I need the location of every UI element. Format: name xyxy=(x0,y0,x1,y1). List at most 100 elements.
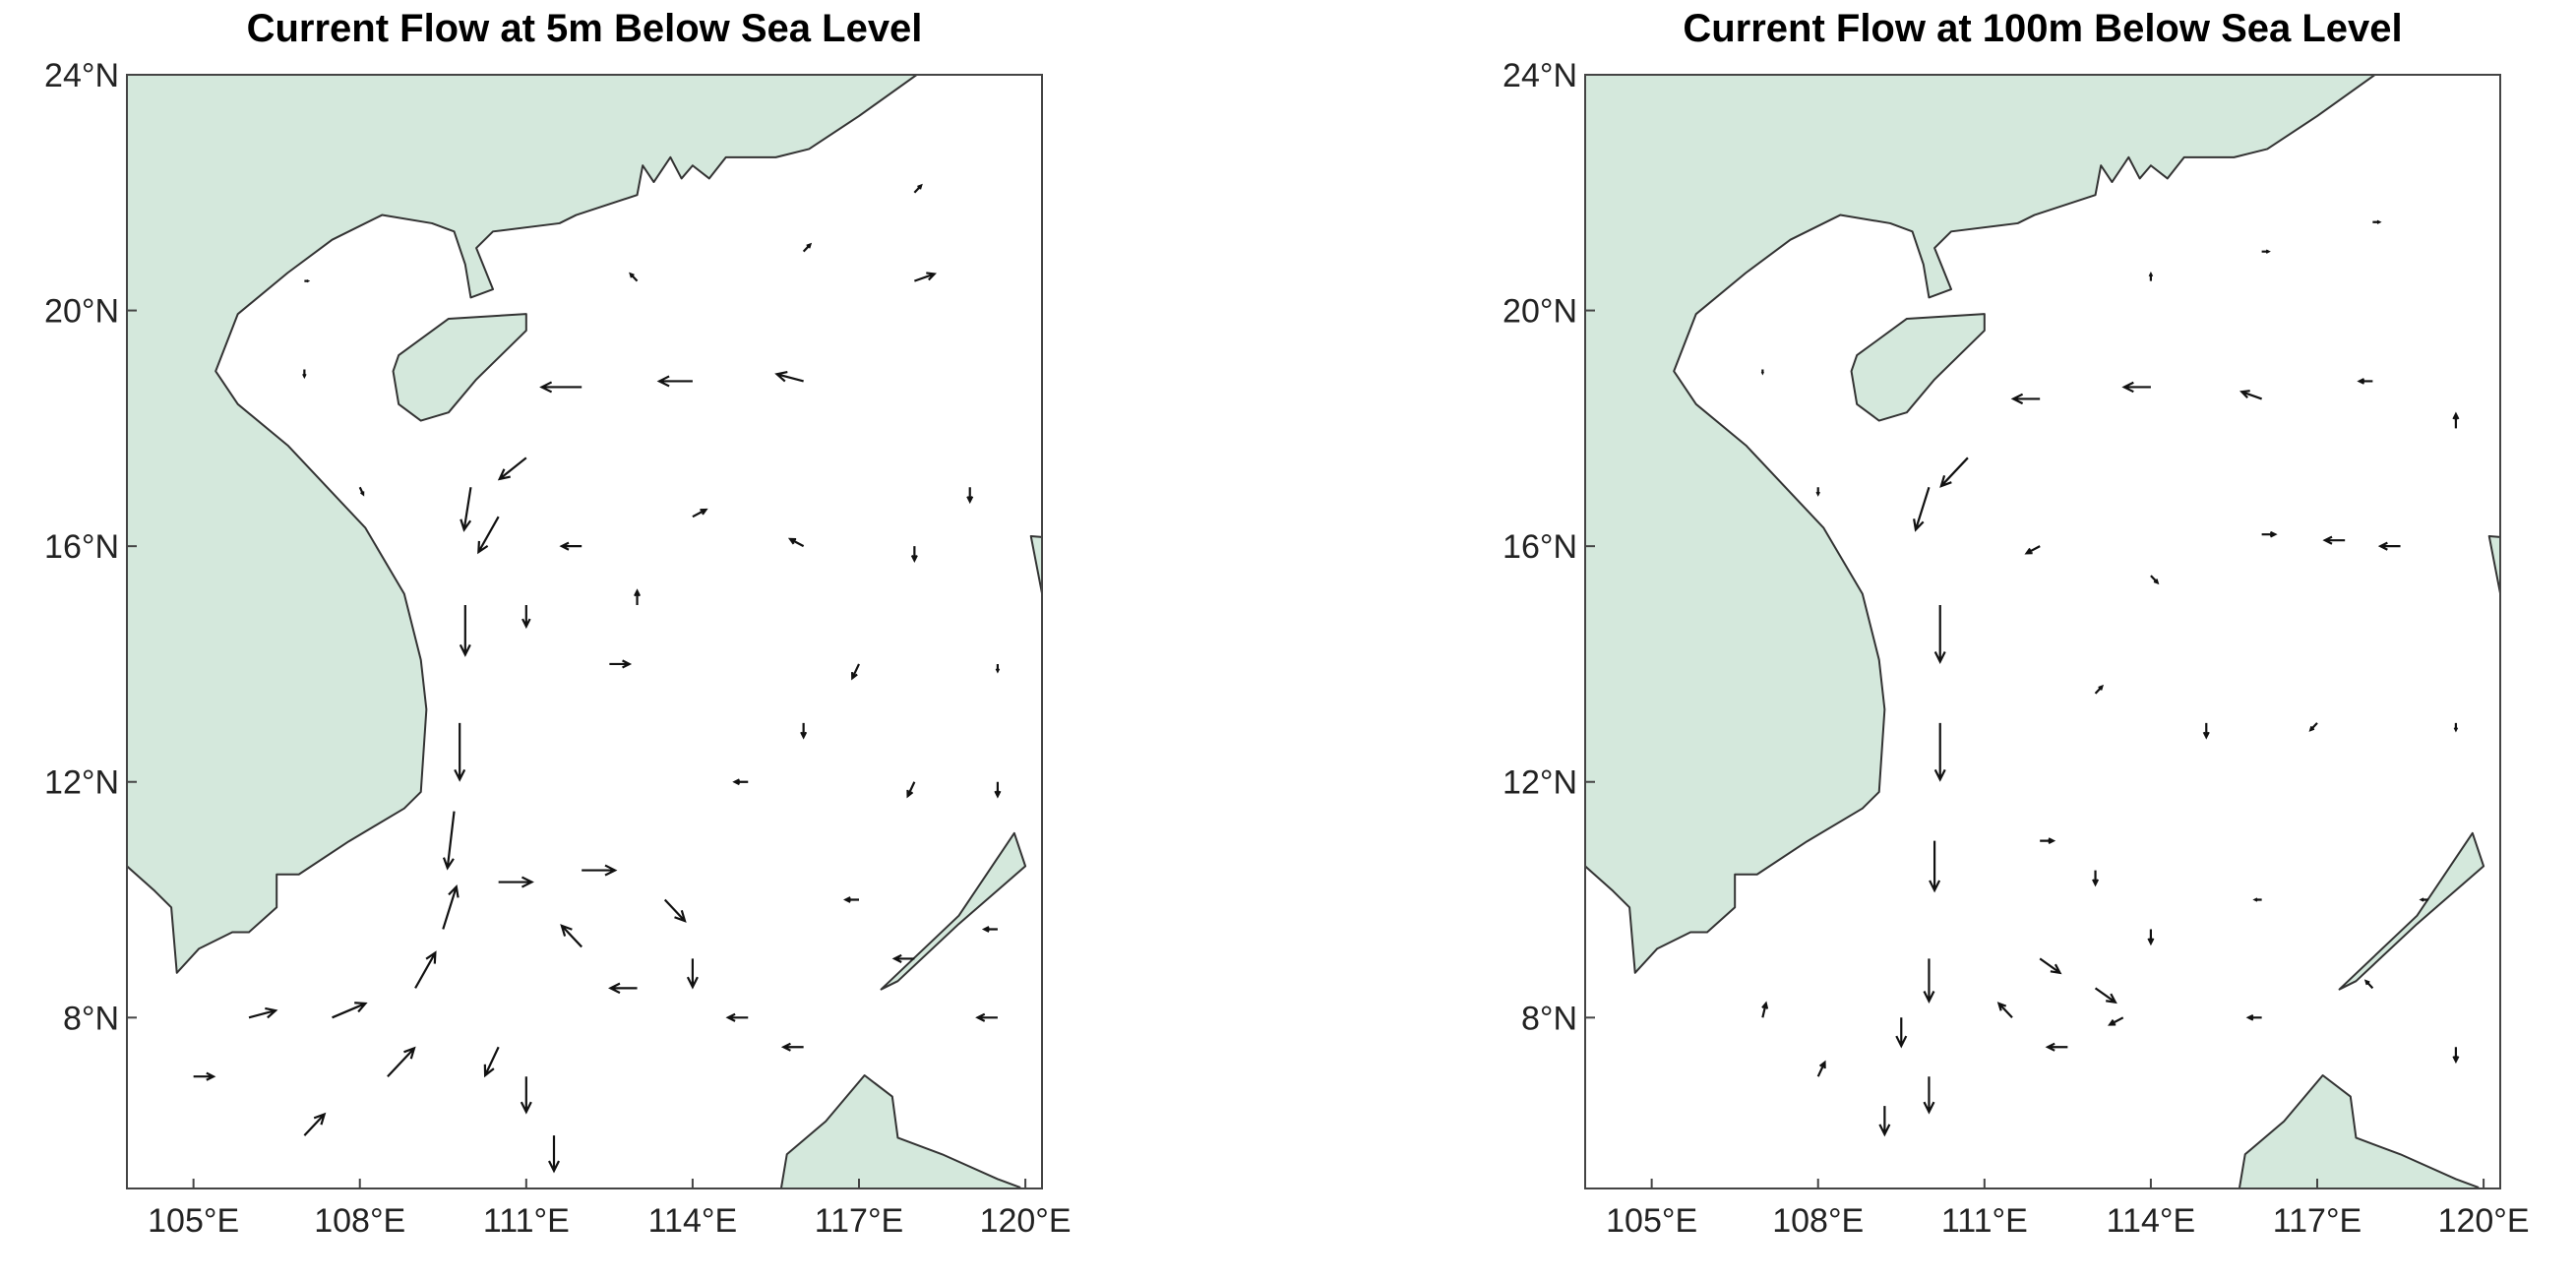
land xyxy=(83,16,1081,1253)
current-arrow xyxy=(1816,1060,1826,1077)
current-arrow xyxy=(2245,1013,2262,1021)
current-arrow xyxy=(497,457,527,481)
current-arrow xyxy=(780,1042,804,1052)
y-tick-label: 20°N xyxy=(1503,293,1577,331)
current-arrow xyxy=(2308,722,2318,732)
current-arrow xyxy=(520,1076,532,1115)
x-tick-label: 117°E xyxy=(815,1202,903,1240)
current-arrow xyxy=(1815,487,1820,497)
current-arrow xyxy=(800,722,808,740)
current-arrow xyxy=(787,537,805,548)
x-tick-label: 117°E xyxy=(2273,1202,2361,1240)
panel-title: Current Flow at 5m Below Sea Level xyxy=(247,7,923,50)
current-arrow xyxy=(1996,1002,2013,1019)
current-arrow xyxy=(981,926,998,933)
current-arrow xyxy=(1933,722,1946,782)
current-arrow xyxy=(843,896,859,903)
land xyxy=(1541,16,2540,1253)
coastline xyxy=(83,16,1081,1253)
current-arrow xyxy=(629,272,639,282)
current-arrow xyxy=(1895,1017,1908,1049)
map-area xyxy=(1541,16,2540,1253)
axes-frame xyxy=(126,74,1043,1189)
current-arrow xyxy=(193,1071,216,1081)
current-arrow xyxy=(387,1046,416,1077)
current-arrow xyxy=(454,722,466,782)
x-tick-label: 108°E xyxy=(1772,1202,1864,1240)
y-tick-label: 24°N xyxy=(1503,57,1577,94)
current-arrow xyxy=(2202,722,2210,740)
current-arrow xyxy=(774,370,804,383)
current-arrow xyxy=(2419,897,2428,902)
current-arrow xyxy=(1761,1001,1769,1018)
x-tick-label: 120°E xyxy=(980,1202,1072,1240)
current-arrow xyxy=(539,381,583,394)
current-arrow xyxy=(2094,684,2104,695)
current-arrow xyxy=(2452,1047,2460,1065)
y-tick-label: 16°N xyxy=(44,528,119,566)
current-arrow xyxy=(1878,1106,1891,1137)
current-arrow xyxy=(2377,541,2401,551)
current-arrow xyxy=(2045,1042,2068,1052)
current-arrow xyxy=(302,369,307,380)
x-tick-label: 108°E xyxy=(314,1202,405,1240)
current-arrow xyxy=(1760,369,1764,376)
y-tick-label: 8°N xyxy=(1521,1000,1577,1037)
current-arrow xyxy=(498,876,534,888)
current-arrow xyxy=(2010,393,2041,405)
current-arrow xyxy=(686,958,699,990)
current-arrow xyxy=(910,546,918,563)
y-tick-label: 20°N xyxy=(44,293,119,331)
current-arrow xyxy=(2322,535,2346,545)
current-arrow xyxy=(2363,979,2374,990)
map-area xyxy=(83,16,1081,1253)
y-tick-label: 8°N xyxy=(63,1000,119,1037)
current-arrow xyxy=(303,1112,327,1136)
current-arrow xyxy=(966,487,974,505)
current-arrow xyxy=(608,982,638,995)
current-arrow xyxy=(2357,378,2373,385)
current-arrow xyxy=(582,864,618,877)
y-tick-label: 12°N xyxy=(1503,764,1577,802)
current-arrow xyxy=(2108,1016,2124,1026)
current-arrow xyxy=(1913,486,1931,532)
x-tick-label: 105°E xyxy=(1606,1202,1697,1240)
current-arrow xyxy=(460,487,472,532)
current-arrow xyxy=(994,781,1002,799)
current-arrow xyxy=(2261,530,2278,538)
current-arrow xyxy=(442,811,456,871)
current-arrow xyxy=(1933,605,1946,665)
current-arrow xyxy=(913,272,937,282)
current-arrow xyxy=(2121,381,2151,394)
current-arrow xyxy=(913,183,923,194)
current-arrow xyxy=(459,605,471,657)
current-arrow xyxy=(725,1012,749,1022)
current-arrow xyxy=(2453,722,2459,733)
current-arrow xyxy=(2148,271,2154,281)
current-arrow xyxy=(442,883,460,930)
current-arrow xyxy=(1923,1076,1935,1115)
current-arrow xyxy=(1939,457,1969,488)
current-arrow xyxy=(906,781,916,799)
x-tick-label: 105°E xyxy=(148,1202,239,1240)
current-arrow xyxy=(2452,411,2460,429)
current-arrow xyxy=(414,950,437,989)
current-arrow xyxy=(332,1002,368,1019)
current-arrow xyxy=(692,508,708,518)
current-arrow xyxy=(2094,987,2117,1005)
current-arrow xyxy=(732,778,749,786)
y-tick-label: 16°N xyxy=(1503,528,1577,566)
current-arrow xyxy=(802,242,813,253)
current-arrow xyxy=(2261,249,2271,254)
current-arrow xyxy=(2040,837,2056,844)
panel-title: Current Flow at 100m Below Sea Level xyxy=(1683,7,2402,50)
current-arrow xyxy=(663,898,687,923)
current-arrow xyxy=(609,659,633,669)
current-arrow xyxy=(2092,870,2100,887)
current-arrow xyxy=(559,541,583,551)
x-tick-label: 120°E xyxy=(2438,1202,2530,1240)
current-arrow xyxy=(477,516,500,555)
x-tick-label: 111°E xyxy=(1941,1202,2028,1240)
